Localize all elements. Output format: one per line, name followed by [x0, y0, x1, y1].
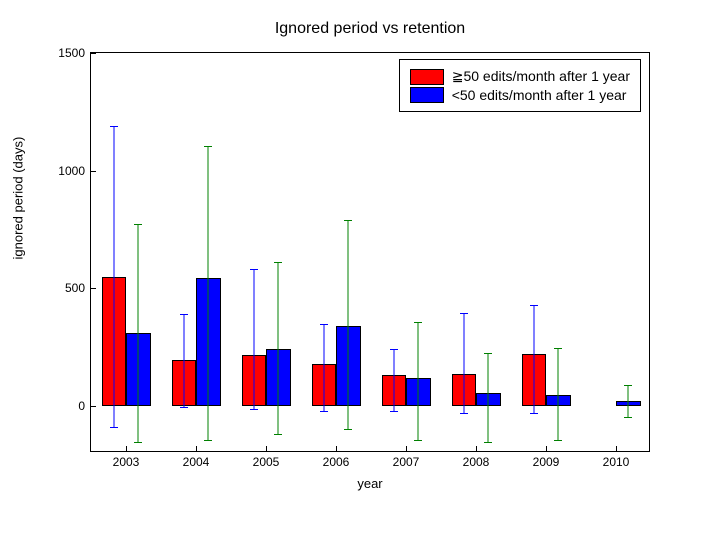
x-tick-label: 2004	[183, 455, 210, 469]
error-bar-cap	[134, 224, 142, 225]
x-tick-label: 2008	[463, 455, 490, 469]
error-bar-cap	[134, 442, 142, 443]
error-bar	[138, 224, 139, 443]
x-tick-label: 2010	[603, 455, 630, 469]
error-bar-cap	[484, 442, 492, 443]
error-bar	[463, 313, 464, 413]
legend: ≧50 edits/month after 1 year <50 edits/mo…	[399, 59, 641, 112]
x-tick-mark	[546, 446, 547, 451]
error-bar-cap	[180, 314, 188, 315]
error-bar-cap	[484, 353, 492, 354]
error-bar-cap	[414, 440, 422, 441]
error-bar-cap	[390, 411, 398, 412]
error-bar-cap	[180, 407, 188, 408]
error-bar	[628, 385, 629, 417]
error-bar-cap	[250, 409, 258, 410]
y-tick-label: 1000	[58, 164, 85, 178]
error-bar-cap	[460, 313, 468, 314]
y-tick-mark	[91, 406, 96, 407]
legend-label: <50 edits/month after 1 year	[452, 87, 627, 103]
x-tick-label: 2006	[323, 455, 350, 469]
error-bar-cap	[204, 146, 212, 147]
error-bar-cap	[460, 413, 468, 414]
x-tick-label: 2007	[393, 455, 420, 469]
y-tick-mark	[91, 288, 96, 289]
error-bar-cap	[624, 385, 632, 386]
legend-swatch	[410, 87, 444, 103]
error-bar-cap	[110, 126, 118, 127]
figure: Ignored period vs retention ignored peri…	[0, 0, 720, 540]
error-bar	[323, 324, 324, 411]
error-bar-cap	[624, 417, 632, 418]
x-axis-label: year	[90, 476, 650, 491]
error-bar-cap	[274, 262, 282, 263]
error-bar-cap	[390, 349, 398, 350]
x-tick-mark	[126, 446, 127, 451]
x-tick-mark	[476, 446, 477, 451]
y-tick-label: 1500	[58, 46, 85, 60]
x-tick-mark	[266, 446, 267, 451]
error-bar-cap	[320, 324, 328, 325]
error-bar	[278, 262, 279, 434]
error-bar	[253, 269, 254, 409]
x-tick-mark	[616, 446, 617, 451]
error-bar-cap	[530, 413, 538, 414]
error-bar-cap	[320, 411, 328, 412]
error-bar	[393, 349, 394, 410]
plot-area: 0500100015002003200420052006200720082009…	[90, 52, 650, 452]
legend-swatch	[410, 69, 444, 85]
y-tick-mark	[91, 171, 96, 172]
error-bar	[418, 322, 419, 440]
error-bar-cap	[250, 269, 258, 270]
error-bar-cap	[530, 305, 538, 306]
y-tick-label: 0	[78, 399, 85, 413]
chart-title: Ignored period vs retention	[90, 20, 650, 38]
error-bar-cap	[414, 322, 422, 323]
legend-item: <50 edits/month after 1 year	[410, 87, 630, 103]
x-tick-label: 2005	[253, 455, 280, 469]
error-bar-cap	[554, 348, 562, 349]
error-bar	[558, 348, 559, 440]
y-tick-label: 500	[65, 281, 85, 295]
error-bar	[208, 146, 209, 440]
error-bar	[488, 353, 489, 442]
error-bar-cap	[344, 429, 352, 430]
x-tick-mark	[196, 446, 197, 451]
x-tick-mark	[336, 446, 337, 451]
legend-item: ≧50 edits/month after 1 year	[410, 68, 630, 85]
error-bar-cap	[110, 427, 118, 428]
x-tick-label: 2003	[113, 455, 140, 469]
x-tick-mark	[406, 446, 407, 451]
x-tick-label: 2009	[533, 455, 560, 469]
error-bar-cap	[554, 440, 562, 441]
error-bar-cap	[344, 220, 352, 221]
error-bar	[533, 305, 534, 413]
error-bar	[113, 126, 114, 427]
legend-label: ≧50 edits/month after 1 year	[452, 68, 630, 85]
error-bar-cap	[274, 434, 282, 435]
error-bar-cap	[204, 440, 212, 441]
error-bar	[348, 220, 349, 429]
y-axis-label: ignored period (days)	[11, 240, 26, 260]
error-bar	[183, 314, 184, 407]
y-tick-mark	[91, 53, 96, 54]
